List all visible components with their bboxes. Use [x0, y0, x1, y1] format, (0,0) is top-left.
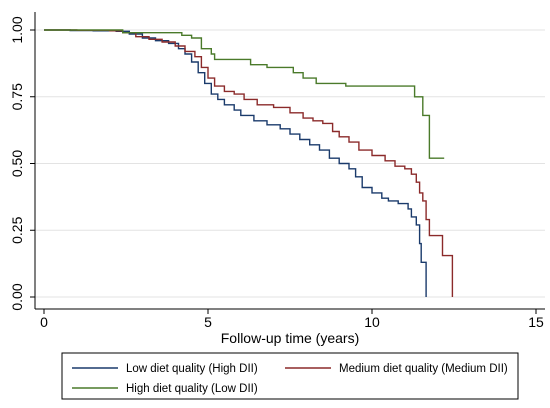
x-tick-label: 15 [528, 314, 544, 330]
axes [30, 12, 545, 314]
legend-label-3: High diet quality (Low DII) [126, 383, 258, 395]
y-tick-label: 0.00 [9, 283, 25, 310]
x-tick-label: 5 [204, 314, 212, 330]
y-tick-label: 0.75 [9, 83, 25, 110]
plot-background [35, 12, 545, 302]
x-tick-label: 0 [40, 314, 48, 330]
y-tick-label: 1.00 [9, 16, 25, 43]
legend: Low diet quality (High DII) Medium diet q… [61, 352, 519, 400]
x-axis-title: Follow-up time (years) [221, 330, 359, 346]
series-line-3 [44, 29, 445, 159]
y-tick-label: 0.25 [9, 216, 25, 243]
y-tick-label: 0.50 [9, 150, 25, 177]
x-tick-label: 10 [364, 314, 380, 330]
legend-label-2: Medium diet quality (Medium DII) [339, 363, 508, 375]
tick-labels: 0.00 0.25 0.50 0.75 1.00 0 5 10 15 [9, 16, 544, 330]
series-line-2 [44, 29, 454, 297]
legend-box [61, 352, 519, 400]
legend-label-1: Low diet quality (High DII) [126, 363, 258, 375]
legend-entries: Low diet quality (High DII) Medium diet q… [72, 363, 508, 395]
series-line-1 [44, 29, 427, 297]
series-lines [44, 29, 454, 297]
